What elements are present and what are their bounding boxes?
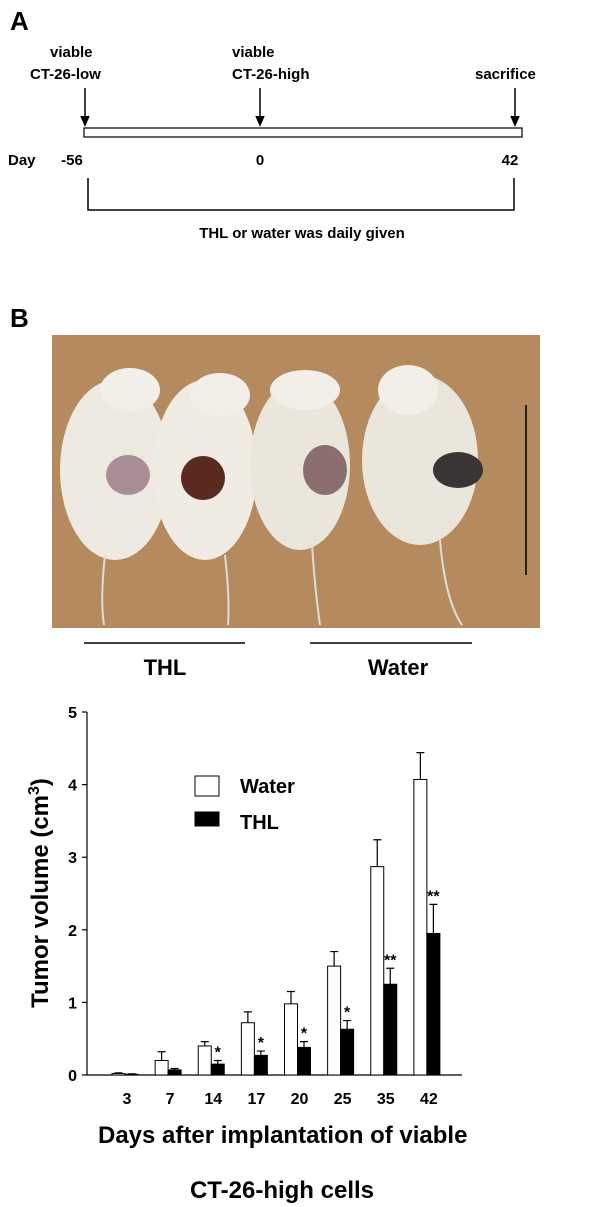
bar: [340, 1028, 355, 1076]
bracket: [87, 178, 515, 211]
x-tick-label: 35: [377, 1091, 395, 1108]
marker-top: sacrifice: [475, 66, 536, 83]
y-tick-label: 2: [68, 923, 77, 940]
panel-label: A: [10, 6, 29, 36]
marker-bottom: CT-26-low: [30, 66, 101, 83]
x-tick-label: 14: [204, 1091, 222, 1108]
legend-label: THL: [240, 812, 279, 834]
bar: [240, 1022, 255, 1076]
legend-label: Water: [240, 776, 295, 798]
day: 0: [256, 152, 264, 169]
bar: [167, 1069, 182, 1076]
arrows: [80, 88, 520, 127]
bar: [253, 1054, 268, 1076]
bar: [327, 965, 342, 1076]
error-bar: [200, 1041, 209, 1046]
legend-swatch: [194, 775, 220, 797]
error-bar: [416, 752, 425, 780]
error-bar: [343, 1019, 352, 1030]
group-label: THL: [144, 655, 187, 680]
y-label-text: ): [27, 778, 54, 786]
y-label-sup: 3: [26, 786, 43, 795]
treatment: THL or water was daily given: [199, 225, 405, 242]
bar: [383, 983, 398, 1076]
x-tick-label: 17: [247, 1091, 265, 1108]
significance: *: [344, 1005, 351, 1022]
error-bar: [429, 903, 438, 934]
error-bar: [256, 1050, 265, 1056]
bar: [370, 866, 385, 1076]
y-tick-label: 0: [68, 1068, 77, 1085]
x-tick-label: 20: [291, 1091, 309, 1108]
marker-top: viable: [232, 44, 275, 61]
bar: [426, 932, 441, 1076]
y-tick-label: 1: [68, 995, 77, 1012]
significance: **: [427, 888, 440, 905]
day: -56: [61, 152, 83, 169]
x-tick-label: 3: [123, 1091, 132, 1108]
marker-top: viable: [50, 44, 93, 61]
error-bar: [386, 967, 395, 985]
x-axis-label: Days after implantation of viable: [98, 1122, 467, 1149]
bar: [284, 1003, 298, 1076]
panel-label: B: [10, 303, 29, 333]
error-bar: [287, 990, 295, 1004]
y-tick-label: 4: [68, 778, 77, 795]
timeline: [83, 127, 523, 138]
error-bar: [114, 1072, 123, 1074]
error-bar: [300, 1041, 308, 1048]
significance: *: [301, 1026, 308, 1043]
x-tick-label: 7: [166, 1091, 175, 1108]
bar: [210, 1063, 225, 1076]
day: 42: [502, 152, 519, 169]
x-tick-label: 25: [334, 1091, 352, 1108]
group-label: Water: [368, 655, 429, 680]
bar: [413, 779, 428, 1076]
error-bar: [157, 1051, 166, 1061]
marker-bottom: CT-26-high: [232, 66, 310, 83]
legend-swatch: [194, 811, 220, 827]
y-label-text: Tumor volume (cm: [27, 795, 54, 1008]
significance: *: [258, 1035, 265, 1052]
day-label: Day: [8, 152, 36, 169]
error-bar: [330, 950, 339, 967]
bar: [111, 1073, 126, 1076]
y-axis-label: Tumor volume (cm3): [26, 778, 54, 1008]
y-tick-label: 3: [68, 850, 77, 867]
significance: **: [384, 952, 397, 969]
y-tick-label: 5: [68, 705, 77, 722]
error-bar: [373, 839, 382, 867]
x-tick-label: 42: [420, 1091, 438, 1108]
error-bar: [243, 1011, 252, 1023]
error-bar: [213, 1059, 222, 1065]
bar: [197, 1045, 212, 1076]
photo: [52, 335, 540, 628]
bar: [154, 1059, 169, 1076]
x-axis-label: CT-26-high cells: [190, 1177, 374, 1204]
bar: [297, 1046, 311, 1076]
error-bar: [170, 1067, 179, 1070]
significance: *: [215, 1044, 222, 1061]
